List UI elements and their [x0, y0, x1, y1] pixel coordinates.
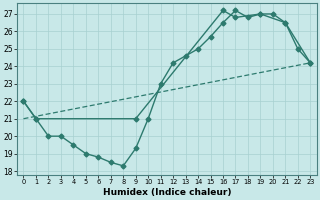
X-axis label: Humidex (Indice chaleur): Humidex (Indice chaleur)	[103, 188, 231, 197]
